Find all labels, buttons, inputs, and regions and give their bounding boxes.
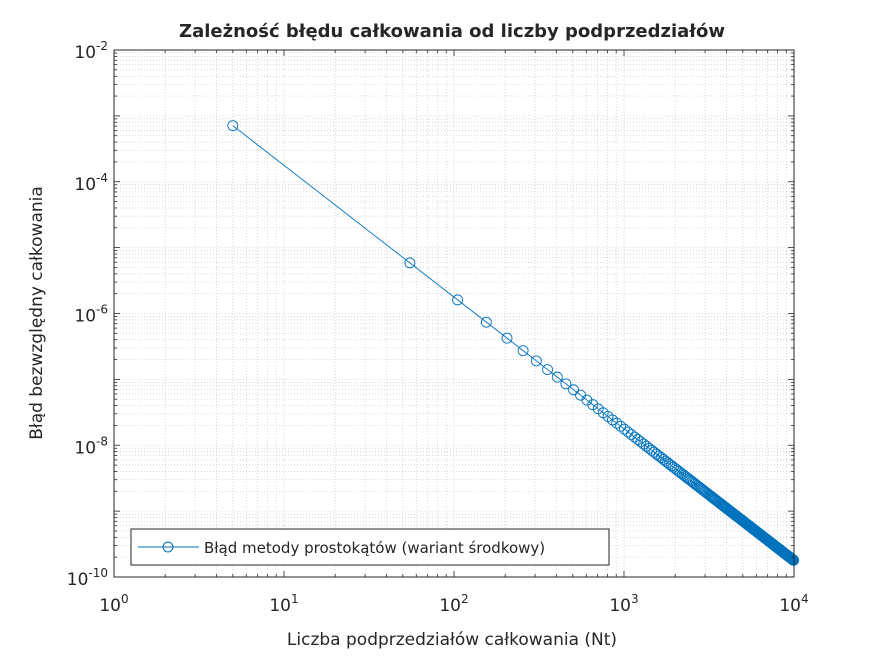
data-point-marker [517,345,529,357]
y-axis-label: Błąd bezwzględny całkowania [27,186,47,440]
legend-box [130,528,610,566]
data-point-marker [501,332,513,344]
data-point-marker [668,461,679,473]
data-point-marker [404,257,416,269]
data-point-marker [452,294,464,306]
data-point-marker [587,399,599,411]
data-point-marker [664,458,676,470]
data-point-marker [227,120,239,132]
data-point-marker [568,384,580,396]
x-axis-label: Liczba podprzedziałów całkowania (Nt) [287,630,617,650]
data-point-marker [638,438,650,450]
y-tick-label: 10-8 [74,434,108,458]
data-point-marker [480,316,492,328]
data-point-marker [560,378,572,390]
data-point-marker [635,436,647,448]
data-point-marker [615,420,627,432]
series-layer [227,120,800,566]
data-point-marker [611,417,623,429]
legend-entry-label: Błąd metody prostokątów (wariant środkow… [204,539,545,557]
data-point-marker [618,423,630,435]
x-tick-label: 102 [439,592,468,616]
data-point-marker [687,477,699,488]
data-point-marker [530,355,542,367]
data-point-marker [606,414,618,426]
data-point-marker [689,478,701,490]
chart-title: Zależność błędu całkowania od liczby pod… [179,21,725,42]
data-point-marker [666,460,678,472]
legend: Błąd metody prostokątów (wariant środkow… [130,528,610,566]
data-point-marker [551,371,563,383]
data-point-marker [542,364,553,376]
legend-marker-sample [162,541,174,553]
